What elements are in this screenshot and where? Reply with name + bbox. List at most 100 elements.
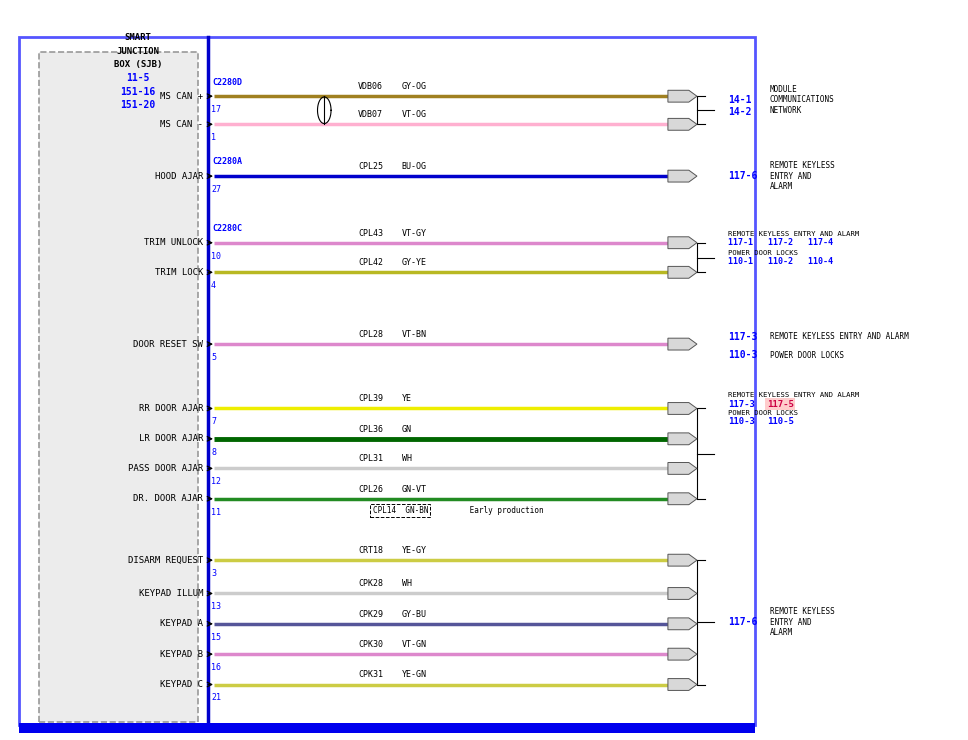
Text: 8: 8: [211, 448, 216, 457]
Text: REMOTE KEYLESS ENTRY AND ALARM: REMOTE KEYLESS ENTRY AND ALARM: [728, 392, 860, 398]
Text: CPK29: CPK29: [358, 610, 383, 619]
Text: 110-1   110-2   110-4: 110-1 110-2 110-4: [728, 258, 832, 266]
Text: REMOTE KEYLESS ENTRY AND ALARM: REMOTE KEYLESS ENTRY AND ALARM: [770, 332, 908, 341]
Text: TRIM UNLOCK: TRIM UNLOCK: [144, 238, 203, 247]
Text: 10: 10: [211, 252, 221, 260]
Text: KEYPAD ILLUM: KEYPAD ILLUM: [138, 589, 203, 598]
Text: 117-6: 117-6: [728, 171, 757, 181]
Text: YE: YE: [402, 394, 411, 403]
Text: Early production: Early production: [465, 506, 543, 515]
Text: 14-2: 14-2: [728, 107, 751, 118]
Text: 117-1   117-2   117-4: 117-1 117-2 117-4: [728, 238, 832, 247]
Text: CPL26: CPL26: [358, 485, 383, 494]
Text: 110-3: 110-3: [728, 350, 757, 360]
Text: CPL28: CPL28: [358, 330, 383, 339]
Text: CPL14  GN-BN: CPL14 GN-BN: [373, 506, 428, 515]
Text: 1: 1: [211, 133, 216, 142]
Text: 117-6: 117-6: [728, 617, 757, 628]
Text: CPL36: CPL36: [358, 425, 383, 434]
Text: 17: 17: [211, 105, 221, 114]
Text: CPL31: CPL31: [358, 454, 383, 463]
Text: VT-OG: VT-OG: [402, 110, 427, 119]
Text: CPK31: CPK31: [358, 670, 383, 679]
Text: GN: GN: [402, 425, 411, 434]
Polygon shape: [668, 237, 697, 249]
FancyBboxPatch shape: [39, 52, 198, 722]
Text: 110-3: 110-3: [728, 417, 755, 426]
Text: 5: 5: [211, 353, 216, 362]
Polygon shape: [668, 170, 697, 182]
Polygon shape: [668, 433, 697, 445]
Polygon shape: [668, 493, 697, 505]
Text: 110-5: 110-5: [767, 417, 794, 426]
Text: WH: WH: [402, 579, 411, 588]
Text: 15: 15: [211, 633, 221, 642]
Text: KEYPAD C: KEYPAD C: [161, 680, 203, 689]
Text: TRIM LOCK: TRIM LOCK: [155, 268, 203, 277]
Text: CPL43: CPL43: [358, 229, 383, 238]
Text: BOX (SJB): BOX (SJB): [114, 60, 162, 69]
Text: CPK28: CPK28: [358, 579, 383, 588]
Text: DR. DOOR AJAR: DR. DOOR AJAR: [134, 494, 203, 503]
Text: 13: 13: [211, 602, 221, 611]
Text: 117-3: 117-3: [728, 400, 755, 408]
Text: VDB06: VDB06: [358, 82, 383, 91]
Text: MS CAN +: MS CAN +: [161, 92, 203, 101]
Polygon shape: [668, 679, 697, 690]
Text: MS CAN -: MS CAN -: [161, 120, 203, 129]
Text: JUNCTION: JUNCTION: [116, 47, 160, 55]
Text: 7: 7: [211, 417, 216, 426]
FancyBboxPatch shape: [19, 37, 755, 725]
Text: 4: 4: [211, 281, 216, 290]
Polygon shape: [668, 403, 697, 414]
Text: KEYPAD B: KEYPAD B: [161, 650, 203, 659]
Text: YE-GY: YE-GY: [402, 546, 427, 555]
Text: DOOR RESET SW: DOOR RESET SW: [134, 340, 203, 349]
Polygon shape: [668, 588, 697, 599]
Text: LR DOOR AJAR: LR DOOR AJAR: [138, 434, 203, 443]
Polygon shape: [668, 118, 697, 130]
Text: 151-20: 151-20: [120, 100, 156, 110]
Text: GY-YE: GY-YE: [402, 258, 427, 267]
Polygon shape: [668, 462, 697, 474]
Text: 12: 12: [211, 477, 221, 486]
Text: CPL39: CPL39: [358, 394, 383, 403]
Text: 14-1: 14-1: [728, 95, 751, 105]
Text: POWER DOOR LOCKS: POWER DOOR LOCKS: [728, 250, 798, 256]
Text: REMOTE KEYLESS
ENTRY AND
ALARM: REMOTE KEYLESS ENTRY AND ALARM: [770, 161, 834, 191]
Text: KEYPAD A: KEYPAD A: [161, 619, 203, 628]
Text: CPK30: CPK30: [358, 640, 383, 649]
Text: VT-GY: VT-GY: [402, 229, 427, 238]
Polygon shape: [668, 266, 697, 278]
Text: SMART: SMART: [125, 33, 151, 42]
Text: GY-BU: GY-BU: [402, 610, 427, 619]
Text: C2280C: C2280C: [212, 224, 242, 233]
Text: VT-BN: VT-BN: [402, 330, 427, 339]
Text: CPL42: CPL42: [358, 258, 383, 267]
Text: VT-GN: VT-GN: [402, 640, 427, 649]
Text: GN-VT: GN-VT: [402, 485, 427, 494]
Text: CPL25: CPL25: [358, 162, 383, 171]
Text: POWER DOOR LOCKS: POWER DOOR LOCKS: [770, 351, 843, 360]
Text: 16: 16: [211, 663, 221, 672]
Polygon shape: [668, 338, 697, 350]
Polygon shape: [668, 90, 697, 102]
Polygon shape: [668, 618, 697, 630]
Text: CRT18: CRT18: [358, 546, 383, 555]
Text: 3: 3: [211, 569, 216, 578]
Text: 151-16: 151-16: [120, 87, 156, 97]
Text: RR DOOR AJAR: RR DOOR AJAR: [138, 404, 203, 413]
Text: 11: 11: [211, 508, 221, 517]
Text: 117-5: 117-5: [767, 400, 794, 408]
Text: C2280A: C2280A: [212, 158, 242, 166]
Text: HOOD AJAR: HOOD AJAR: [155, 172, 203, 181]
Text: REMOTE KEYLESS
ENTRY AND
ALARM: REMOTE KEYLESS ENTRY AND ALARM: [770, 608, 834, 637]
Text: MODULE
COMMUNICATIONS
NETWORK: MODULE COMMUNICATIONS NETWORK: [770, 85, 834, 115]
Text: C2280D: C2280D: [212, 78, 242, 87]
Text: BU-OG: BU-OG: [402, 162, 427, 171]
Text: 117-3: 117-3: [728, 332, 757, 342]
Text: GY-OG: GY-OG: [402, 82, 427, 91]
Text: 11-5: 11-5: [126, 73, 150, 84]
Text: 21: 21: [211, 693, 221, 702]
Text: WH: WH: [402, 454, 411, 463]
